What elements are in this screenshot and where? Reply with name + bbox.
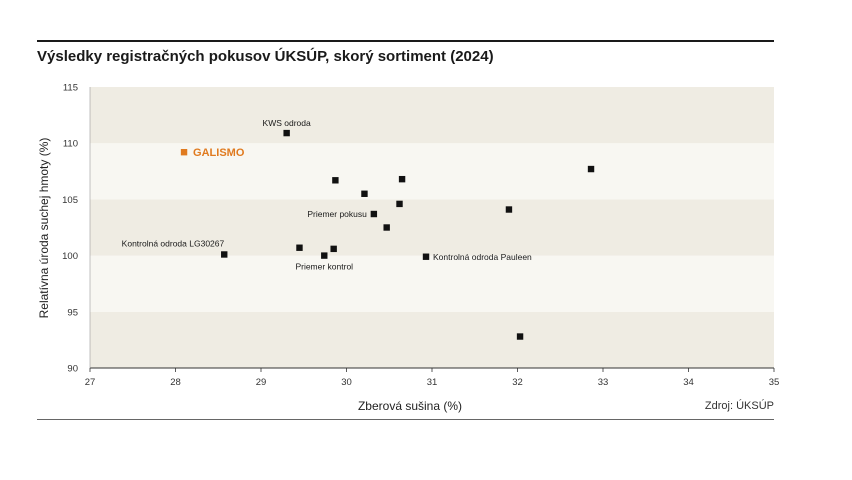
data-point-marker xyxy=(398,175,406,183)
top-rule xyxy=(37,40,774,42)
background-bands xyxy=(90,87,774,368)
band-110-115 xyxy=(90,87,774,144)
data-point-label: Kontrolná odroda Pauleen xyxy=(433,252,532,262)
x-tick-label: 31 xyxy=(427,377,438,388)
data-point-marker xyxy=(283,129,290,137)
data-point-label: Priemer pokusu xyxy=(307,209,367,219)
data-point-marker xyxy=(221,251,228,258)
highlight-point-label: GALISMO xyxy=(193,147,245,159)
data-point-marker xyxy=(361,190,368,197)
data-point-marker xyxy=(505,206,513,213)
y-tick-label: 100 xyxy=(62,251,78,262)
data-point-marker xyxy=(370,210,378,218)
y-tick-label: 95 xyxy=(67,307,78,318)
data-point-marker xyxy=(332,177,339,184)
band-105-110 xyxy=(90,143,774,200)
bottom-rule xyxy=(37,419,774,420)
data-point-label: KWS odroda xyxy=(263,118,311,128)
chart-title: Výsledky registračných pokusov ÚKSÚP, sk… xyxy=(37,48,494,65)
band-100-105 xyxy=(90,199,774,256)
data-point-marker xyxy=(383,224,390,231)
data-point-marker xyxy=(396,200,403,208)
y-tick-label: 90 xyxy=(67,364,78,375)
y-tick-label: 110 xyxy=(63,139,78,150)
band-95-100 xyxy=(90,255,774,312)
x-tick-label: 28 xyxy=(170,377,181,388)
x-tick-label: 30 xyxy=(341,377,352,388)
x-ticks: 27 28 29 30 31 32 33 34 35 xyxy=(85,368,780,388)
x-tick-label: 32 xyxy=(512,377,523,388)
x-tick-label: 35 xyxy=(769,377,780,388)
data-point-marker xyxy=(330,245,337,253)
y-ticks: 90 95 100 105 110 115 xyxy=(62,83,78,375)
data-point-marker xyxy=(422,253,430,260)
x-tick-label: 29 xyxy=(256,377,267,388)
data-point-marker xyxy=(296,244,303,251)
y-axis-label: Relatívna úroda suchej hmoty (%) xyxy=(37,138,51,319)
y-tick-label: 115 xyxy=(63,83,78,94)
data-point-marker xyxy=(516,333,524,340)
data-points: GALISMO KWS odroda Kontrolná odroda LG3026… xyxy=(122,118,595,340)
data-point-label: Priemer kontrol xyxy=(295,262,353,272)
data-point-label: Kontrolná odroda LG30267 xyxy=(122,238,225,248)
x-tick-label: 34 xyxy=(683,377,694,388)
x-axis-label: Zberová sušina (%) xyxy=(358,399,462,413)
x-tick-label: 33 xyxy=(598,377,609,388)
band-90-95 xyxy=(90,311,774,368)
source-note: Zdroj: ÚKSÚP xyxy=(704,400,774,412)
x-tick-label: 27 xyxy=(85,377,96,388)
data-point-marker xyxy=(587,165,595,173)
y-tick-label: 105 xyxy=(62,195,78,206)
data-point-marker xyxy=(321,252,328,259)
highlight-point-marker xyxy=(180,148,188,156)
